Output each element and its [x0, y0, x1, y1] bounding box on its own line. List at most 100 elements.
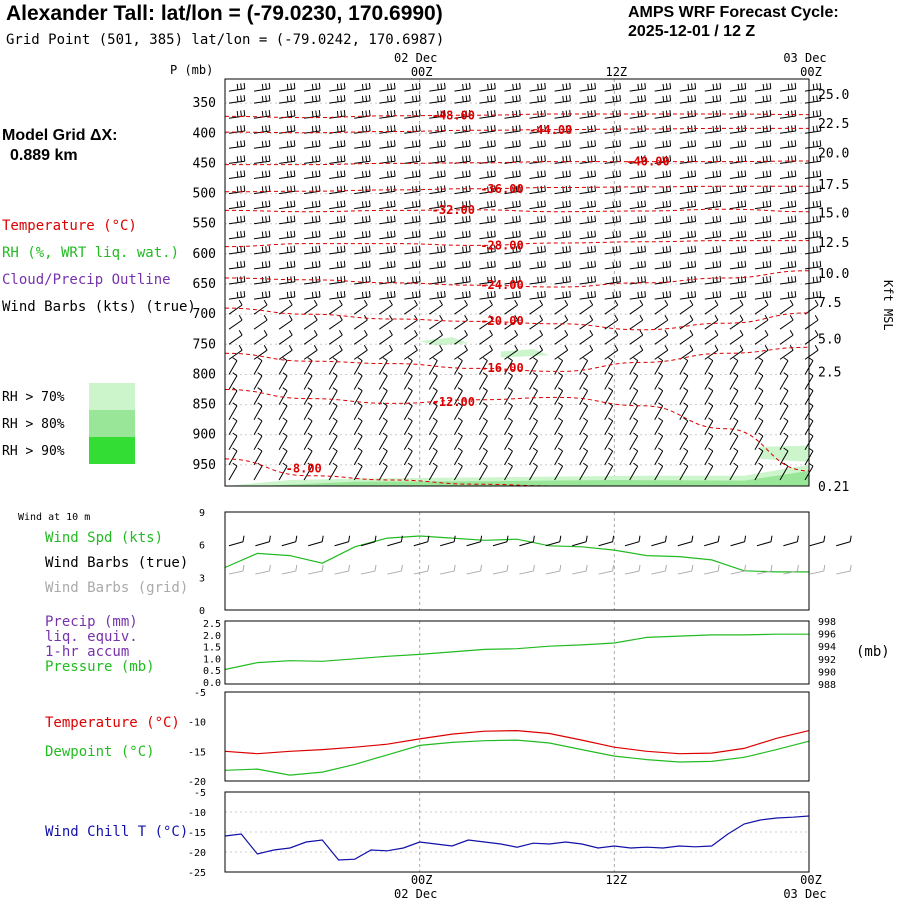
wind-barb [404, 125, 421, 134]
wind-barb [529, 462, 538, 481]
rh-legend-label: RH > 80% [2, 417, 65, 432]
wind-barb [729, 329, 744, 345]
wind-barb [228, 215, 246, 225]
wind-barb [354, 245, 371, 255]
dewpoint-line [224, 739, 810, 776]
wind-barb [303, 372, 313, 390]
wind-barb [679, 372, 689, 390]
wind-barb [529, 185, 546, 195]
wind-barb [354, 155, 371, 164]
wind-barb [654, 260, 672, 270]
wind-barb [403, 462, 413, 481]
wind-barb [379, 290, 396, 300]
wind-barb [428, 372, 438, 390]
wind-barb [303, 417, 313, 435]
wind-barb [354, 230, 371, 240]
wind-barb [604, 185, 621, 195]
wind-barb [303, 432, 313, 451]
wind-barb [504, 245, 521, 255]
wind-barb [779, 125, 797, 134]
wind-barb [779, 275, 797, 285]
wind-barb [454, 314, 468, 330]
wind-barb [604, 260, 621, 270]
wind-barb [304, 185, 321, 195]
wind-barb [454, 110, 471, 119]
wind-barb [629, 299, 644, 315]
wind-barb [779, 357, 789, 375]
wind-barb-grid [545, 564, 562, 575]
wind-speed-line [224, 535, 809, 573]
wind-barb [529, 329, 544, 345]
wind-barb [579, 125, 596, 134]
wind-barb [453, 372, 463, 390]
wind-barb [429, 110, 446, 119]
wind-barb [304, 94, 321, 104]
wind-barb [529, 125, 546, 134]
wind-barb [253, 447, 263, 466]
wind-barb [679, 290, 697, 300]
wind-barb [429, 125, 446, 134]
wind-barb [304, 200, 321, 210]
wind-barb [253, 372, 263, 390]
wind-barb-true [677, 535, 694, 547]
isotherm-line [224, 240, 809, 248]
wind-barb [729, 215, 747, 225]
wind-barb [304, 260, 321, 270]
wind-barb [604, 329, 619, 345]
wind-barb [404, 170, 421, 179]
wind-barb [529, 140, 546, 149]
wind-barb [629, 329, 644, 345]
wind-barb [404, 245, 421, 255]
wind-barb [754, 260, 772, 270]
wind-barb [253, 402, 263, 420]
wind-barb [604, 314, 619, 330]
wind-barb [629, 357, 639, 375]
precip-legend-item: Precip (mm) [45, 614, 138, 630]
wind-barb [704, 462, 714, 481]
wind-barb [329, 245, 346, 255]
wind-barb [754, 94, 772, 104]
wind-barb [654, 290, 672, 300]
precip-tick: 1.5 [203, 643, 221, 654]
pressure-tick-label: 750 [193, 337, 216, 352]
wind-barb [704, 230, 722, 240]
cross-section-legend-item: Wind Barbs (kts) (true) [2, 299, 196, 315]
wind-barb [554, 82, 571, 92]
wind-barb [579, 402, 589, 420]
wind-barb [378, 357, 388, 375]
wind-barb [529, 345, 544, 360]
wind-barb-true [809, 535, 826, 547]
wind-barb [629, 185, 646, 195]
wind-barb [479, 110, 496, 119]
wind-barb [579, 215, 596, 225]
rh-legend-label: RH > 70% [2, 390, 65, 405]
wind-barb [279, 230, 296, 240]
wind-barb [228, 230, 246, 240]
wind-barb [804, 314, 819, 330]
wind-barb [479, 125, 496, 134]
wind-barb [629, 82, 646, 92]
wind-barb [329, 170, 346, 179]
wind-barb [579, 94, 596, 104]
wind-barb [804, 200, 822, 210]
wind-barb [404, 155, 421, 164]
wind-barb [478, 357, 488, 375]
wind-barb [654, 170, 672, 179]
wind-barb [253, 275, 271, 285]
wind-barb [529, 155, 546, 164]
wind-barb [754, 447, 764, 466]
wind-barb [679, 155, 697, 164]
wind-barb-grid [334, 564, 351, 575]
wind-barb [604, 417, 614, 435]
wind-barb [604, 230, 621, 240]
wind-barb [679, 387, 689, 405]
wind-barb [403, 357, 413, 375]
wind-barb [654, 372, 664, 390]
wind-barb [679, 170, 697, 179]
wind-10m-legend-item: Wind Barbs (true) [45, 555, 188, 571]
wind-barb [454, 230, 471, 240]
isotherm-line [224, 127, 809, 134]
wind-barb [279, 125, 296, 134]
wind-barb [779, 372, 789, 390]
